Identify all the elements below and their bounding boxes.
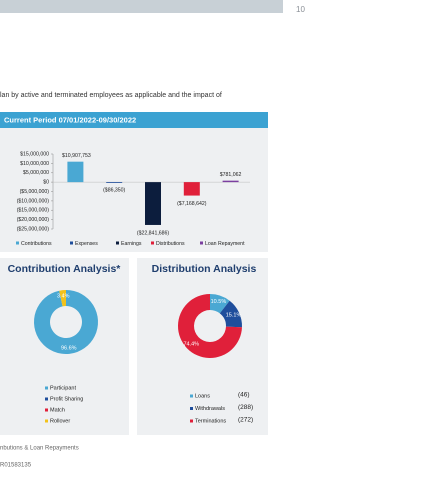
- value-label: ($22,841,686): [137, 230, 170, 236]
- y-tick-label: $0: [43, 180, 49, 186]
- bar: [106, 182, 123, 183]
- y-tick-label: $5,000,000: [23, 170, 49, 176]
- legend-label: Loans: [195, 393, 210, 399]
- pie-slice: [210, 294, 230, 314]
- legend-swatch: [70, 241, 73, 245]
- legend-swatch: [16, 241, 19, 245]
- legend-swatch: [200, 241, 203, 245]
- y-tick-label: ($5,000,000): [20, 189, 50, 195]
- y-tick-label: $10,000,000: [20, 161, 49, 167]
- legend-label: Terminations: [195, 418, 226, 424]
- bar: [67, 161, 84, 183]
- pie-title: Distribution Analysis: [152, 263, 257, 275]
- legend-swatch: [151, 241, 154, 245]
- legend-count: (272): [238, 417, 253, 424]
- y-tick-label: ($15,000,000): [17, 208, 50, 214]
- legend-count: (46): [238, 392, 250, 399]
- value-label: ($7,168,642): [177, 201, 207, 207]
- legend-swatch: [190, 407, 193, 410]
- pie-slice: [33, 290, 98, 354]
- legend-swatch: [116, 241, 119, 245]
- intro-text: lan by active and terminated employees a…: [0, 92, 222, 99]
- legend-label: Contributions: [21, 241, 52, 247]
- slice-label: 15.1%: [226, 312, 242, 318]
- pie-title: Contribution Analysis*: [8, 263, 122, 275]
- legend-swatch: [45, 419, 48, 423]
- pie-slice: [178, 294, 242, 358]
- chart-panel: [0, 128, 268, 252]
- bar: [145, 182, 161, 225]
- page-number: 10: [296, 5, 305, 14]
- y-tick-label: $15,000,000: [20, 151, 49, 157]
- slice-label: 3.4%: [57, 294, 70, 300]
- footnote: nbutions & Loan Repayments: [0, 446, 79, 452]
- slice-label: 96.6%: [61, 345, 77, 351]
- legend-swatch: [45, 397, 48, 401]
- chart-header: [0, 112, 268, 128]
- legend-label: Expenses: [75, 241, 98, 247]
- legend-count: (288): [238, 404, 253, 411]
- legend-label: Profit Sharing: [50, 396, 83, 402]
- legend-label: Participant: [50, 385, 76, 391]
- slice-label: 10.5%: [211, 299, 227, 305]
- pie-slice: [219, 300, 242, 328]
- legend-swatch: [45, 386, 48, 390]
- y-tick-label: ($20,000,000): [17, 217, 50, 223]
- bar: [183, 182, 200, 196]
- y-tick-label: ($25,000,000): [17, 226, 50, 232]
- legend-swatch: [190, 419, 193, 423]
- chart-title: Current Period 07/01/2022-09/30/2022: [4, 115, 136, 124]
- legend-label: Withdrawals: [195, 406, 225, 412]
- slice-label: 74.4%: [183, 341, 199, 347]
- legend-label: Match: [50, 407, 65, 413]
- legend-label: Rollover: [50, 418, 70, 424]
- pie-slice: [59, 290, 66, 307]
- legend-label: Earnings: [121, 241, 142, 247]
- y-tick-label: ($10,000,000): [17, 198, 50, 204]
- bar: [222, 180, 239, 183]
- legend-label: Distributions: [156, 241, 185, 247]
- legend-swatch: [190, 394, 193, 398]
- value-label: $781,062: [220, 172, 242, 178]
- value-label: ($86,350): [103, 188, 125, 194]
- legend-label: Loan Repayment: [205, 241, 245, 247]
- document-code: R01583135: [0, 463, 32, 469]
- value-label: $10,907,753: [62, 153, 91, 159]
- header-band: [0, 0, 283, 13]
- legend-swatch: [45, 408, 48, 412]
